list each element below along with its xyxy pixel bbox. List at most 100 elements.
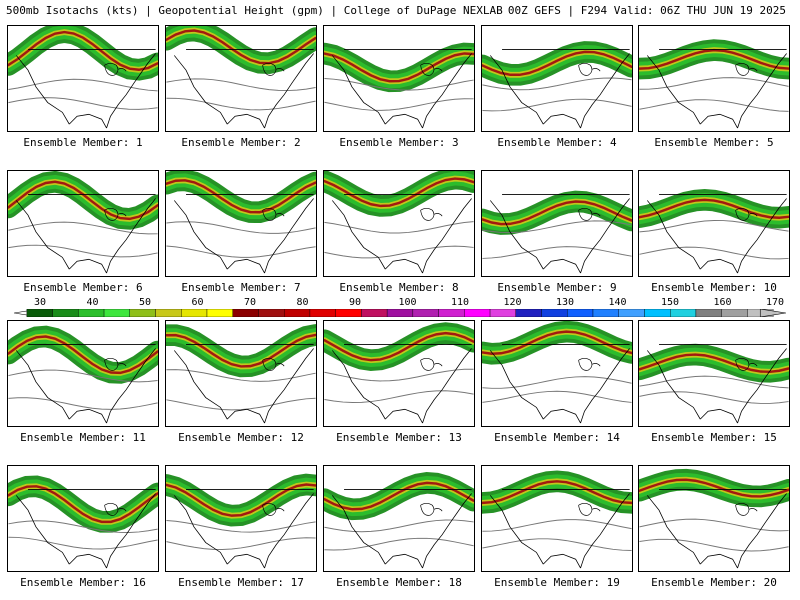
colorbar-segment [206,309,233,317]
colorbar-segment [52,309,79,317]
colorbar-segment [618,309,645,317]
ensemble-member-label: Ensemble Member: 18 [336,576,462,589]
ensemble-map-panel [7,25,159,132]
jet-stream-band [324,177,474,208]
great-lakes-outline [578,207,601,221]
map-canvas [639,468,789,569]
ensemble-member-label: Ensemble Member: 15 [651,431,777,444]
map-canvas [482,190,632,274]
ensemble-map-panel [638,320,790,427]
ensemble-member-label: Ensemble Member: 6 [23,281,143,294]
jet-stream-band [8,335,158,375]
colorbar-segment [489,309,517,317]
colorbar-segment [695,309,722,317]
height-contour [166,245,316,258]
coastline-outline [646,489,787,569]
great-lakes-outline [262,62,285,76]
ensemble-map-panel [638,170,790,277]
colorbar-tick-label: 150 [660,297,680,308]
height-contour [639,538,789,552]
jet-stream-band [8,30,158,72]
ensemble-member-label: Ensemble Member: 12 [178,431,304,444]
ensemble-map-panel [7,465,159,572]
height-contour [324,390,474,404]
colorbar-segment [644,309,671,317]
colorbar-tick-label: 40 [86,297,99,308]
great-lakes-outline [104,502,127,516]
height-contour [166,397,316,411]
map-canvas [639,189,789,274]
ensemble-map-panel [481,25,633,132]
map-canvas [639,39,789,129]
height-contour [8,221,158,235]
height-contour [166,519,316,533]
coastline-outline [331,49,472,129]
colorbar-segment [361,309,388,317]
colorbar-segment [26,309,53,317]
height-contour [8,397,158,410]
jet-stream-band [639,478,789,498]
ensemble-member-label: Ensemble Member: 7 [181,281,301,294]
height-contour [8,244,158,258]
jet-stream-band [166,483,316,517]
colorbar-segment [592,309,619,317]
ensemble-member-label: Ensemble Member: 3 [339,136,459,149]
colorbar-tick-label: 30 [33,297,47,308]
map-canvas [166,324,316,424]
great-lakes-outline [578,357,601,371]
ensemble-map-panel [323,170,475,277]
coastline-outline [489,489,630,569]
height-contour [639,219,789,233]
height-contour [482,519,632,532]
map-canvas [166,26,316,129]
height-contour [639,246,789,260]
colorbar-segment [335,309,362,317]
ensemble-map-panel [165,25,317,132]
colorbar-segment [232,309,259,317]
coastline-outline [15,49,156,129]
colorbar-segment [284,309,311,317]
jet-stream-band [324,331,474,362]
ensemble-member-label: Ensemble Member: 16 [20,576,146,589]
height-contour [324,519,474,533]
great-lakes-outline [420,502,443,516]
colorbar-segment [103,309,130,317]
map-canvas [324,322,474,424]
jet-stream-band [482,330,632,356]
colorbar-segment [129,309,156,317]
great-lakes-outline [420,207,443,221]
colorbar-segment [567,309,594,317]
isotach-colorbar [14,309,786,317]
ensemble-map-panel [7,170,159,277]
height-contour [8,536,158,550]
height-contour [324,368,474,382]
map-canvas [639,343,789,424]
jet-stream-band [324,52,474,83]
coastline-outline [331,344,472,424]
ensemble-map-panel [481,320,633,427]
colorbar-high-arrow [759,309,786,317]
height-contour [639,375,789,389]
coastline-outline [646,194,787,274]
great-lakes-outline [420,62,443,76]
map-canvas [324,472,474,569]
height-contour [324,98,474,111]
height-contour [482,77,632,91]
ensemble-member-label: Ensemble Member: 14 [494,431,620,444]
run-valid-time: 00Z GEFS | F294 Valid: 06Z THU JUN 19 20… [507,4,786,17]
height-contour [482,246,632,259]
great-lakes-outline [262,357,285,371]
height-contour [324,245,474,259]
colorbar-tick-label: 100 [398,297,417,308]
colorbar-tick-label: 130 [555,297,575,308]
coastline-outline [15,194,156,274]
height-contour [166,221,316,234]
jet-stream-band [482,200,632,226]
jet-stream-band [324,481,474,511]
colorbar-segment [721,309,748,317]
ensemble-map-panel [638,465,790,572]
height-contour [482,98,632,112]
great-lakes-outline [104,357,127,371]
ensemble-map-panel [323,25,475,132]
coastline-outline [489,194,630,274]
